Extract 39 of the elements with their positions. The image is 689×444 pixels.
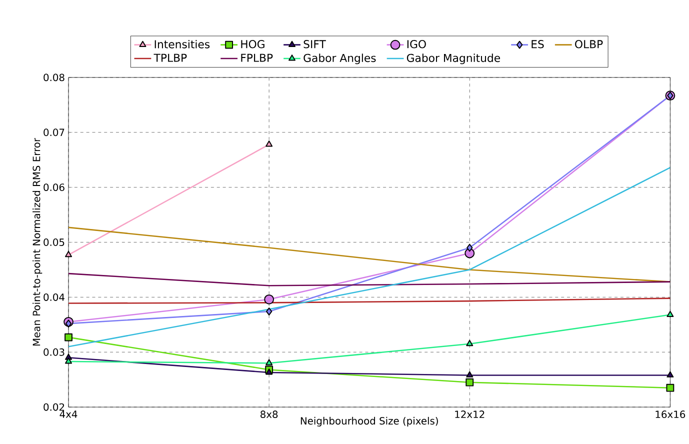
- point: [65, 358, 72, 364]
- point: [64, 333, 72, 342]
- point: [666, 384, 674, 392]
- point: [466, 340, 474, 346]
- legend-label: Gabor Magnitude: [406, 54, 500, 64]
- legend-label: OLBP: [575, 40, 603, 48]
- y-tick-label: 0.08: [44, 74, 64, 82]
- y-tick-label: 0.03: [44, 348, 64, 356]
- x-tick-label: 4x4: [60, 410, 78, 418]
- point: [466, 378, 474, 386]
- legend-label: Gabor Angles: [304, 54, 376, 64]
- point: [264, 294, 274, 304]
- legend-label: Intensities: [154, 40, 210, 48]
- point: [266, 359, 273, 366]
- point: [666, 310, 674, 318]
- legend-label: SIFT: [304, 40, 326, 48]
- point: [666, 371, 674, 378]
- legend-label: HOG: [241, 40, 264, 48]
- x-tick-label: 16x16: [656, 410, 686, 418]
- y-tick-label: 0.04: [44, 294, 64, 302]
- line-series: [68, 166, 670, 348]
- point: [266, 308, 272, 316]
- x-axis-title: Neighbourhood Size (pixels): [300, 417, 438, 427]
- line-series: [68, 273, 670, 286]
- legend-label: IGO: [407, 40, 426, 48]
- legend-label: FPLBP: [241, 54, 273, 62]
- y-tick-label: 0.02: [44, 403, 64, 411]
- point: [466, 244, 473, 252]
- point: [266, 368, 273, 375]
- y-tick-label: 0.06: [44, 184, 64, 192]
- legend-label: ES: [532, 40, 544, 48]
- y-tick-label: 0.05: [44, 238, 64, 246]
- legend-label: TPLBP: [154, 54, 187, 62]
- x-tick-label: 8x8: [260, 410, 278, 418]
- point: [65, 320, 72, 328]
- point: [466, 371, 474, 378]
- y-tick-label: 0.07: [44, 128, 64, 136]
- x-tick-label: 12x12: [455, 410, 484, 418]
- y-axis-title: Mean Point-to-point Normalized RMS Error: [32, 138, 42, 346]
